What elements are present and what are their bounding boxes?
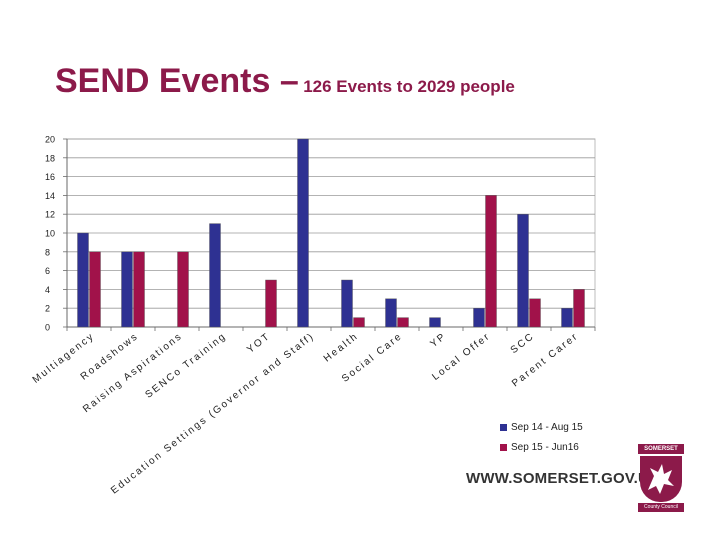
- bar-series-2: [265, 279, 277, 328]
- bar-series-1: [341, 279, 353, 328]
- bar-series-1: [429, 317, 441, 328]
- bar-series-1: [385, 298, 397, 328]
- legend-item-series-2: Sep 15 - Jun16: [500, 438, 583, 456]
- y-tick-label: 18: [45, 153, 55, 163]
- logo-bottom-text: County Council: [638, 503, 684, 512]
- x-category-label: SENCo Training: [144, 331, 229, 401]
- bar-series-1: [517, 213, 529, 328]
- legend-label-series-1: Sep 14 - Aug 15: [511, 421, 583, 433]
- legend-label-series-2: Sep 15 - Jun16: [511, 441, 579, 453]
- legend-swatch-series-1: [500, 423, 507, 431]
- y-tick-label: 0: [45, 323, 50, 333]
- bar-series-1: [209, 223, 221, 328]
- y-tick-label: 10: [45, 229, 55, 239]
- bar-series-2: [397, 317, 409, 328]
- legend-item-series-1: Sep 14 - Aug 15: [500, 418, 583, 436]
- bar-series-2: [133, 251, 145, 328]
- bar-series-1: [473, 308, 485, 328]
- logo-top-text: SOMERSET: [638, 444, 684, 454]
- x-category-label: Health: [322, 331, 361, 365]
- y-tick-label: 2: [45, 304, 50, 314]
- council-logo: SOMERSET County Council: [638, 444, 684, 512]
- bar-series-1: [121, 251, 133, 328]
- bar-series-2: [485, 195, 497, 328]
- y-tick-label: 8: [45, 247, 50, 257]
- chart-legend: Sep 14 - Aug 15 Sep 15 - Jun16: [500, 418, 583, 458]
- bar-series-1: [297, 138, 309, 328]
- bar-series-1: [561, 308, 573, 328]
- y-tick-label: 20: [45, 135, 55, 145]
- y-tick-label: 6: [45, 266, 50, 276]
- x-category-label: YOT: [245, 331, 273, 356]
- dragon-shield-icon: [640, 456, 682, 502]
- bar-series-2: [353, 317, 365, 328]
- bar-series-1: [77, 232, 89, 328]
- title-subtitle: 126 Events to 2029 people: [303, 77, 515, 96]
- bar-series-2: [529, 298, 541, 328]
- y-tick-label: 14: [45, 191, 55, 201]
- y-tick-label: 12: [45, 210, 55, 220]
- bar-series-2: [177, 251, 189, 328]
- bar-series-2: [573, 289, 585, 328]
- x-category-label: Education Settings (Governor and Staff): [109, 331, 317, 497]
- legend-swatch-series-2: [500, 443, 507, 451]
- y-tick-label: 4: [45, 285, 50, 295]
- x-category-label: SCC: [509, 331, 537, 356]
- title-main: SEND Events –: [55, 62, 299, 100]
- slide-title: SEND Events – 126 Events to 2029 people: [55, 62, 515, 101]
- website-url: WWW.SOMERSET.GOV.UK: [466, 470, 661, 487]
- x-category-label: YP: [428, 331, 448, 350]
- bar-series-2: [89, 251, 101, 328]
- y-tick-label: 16: [45, 172, 55, 182]
